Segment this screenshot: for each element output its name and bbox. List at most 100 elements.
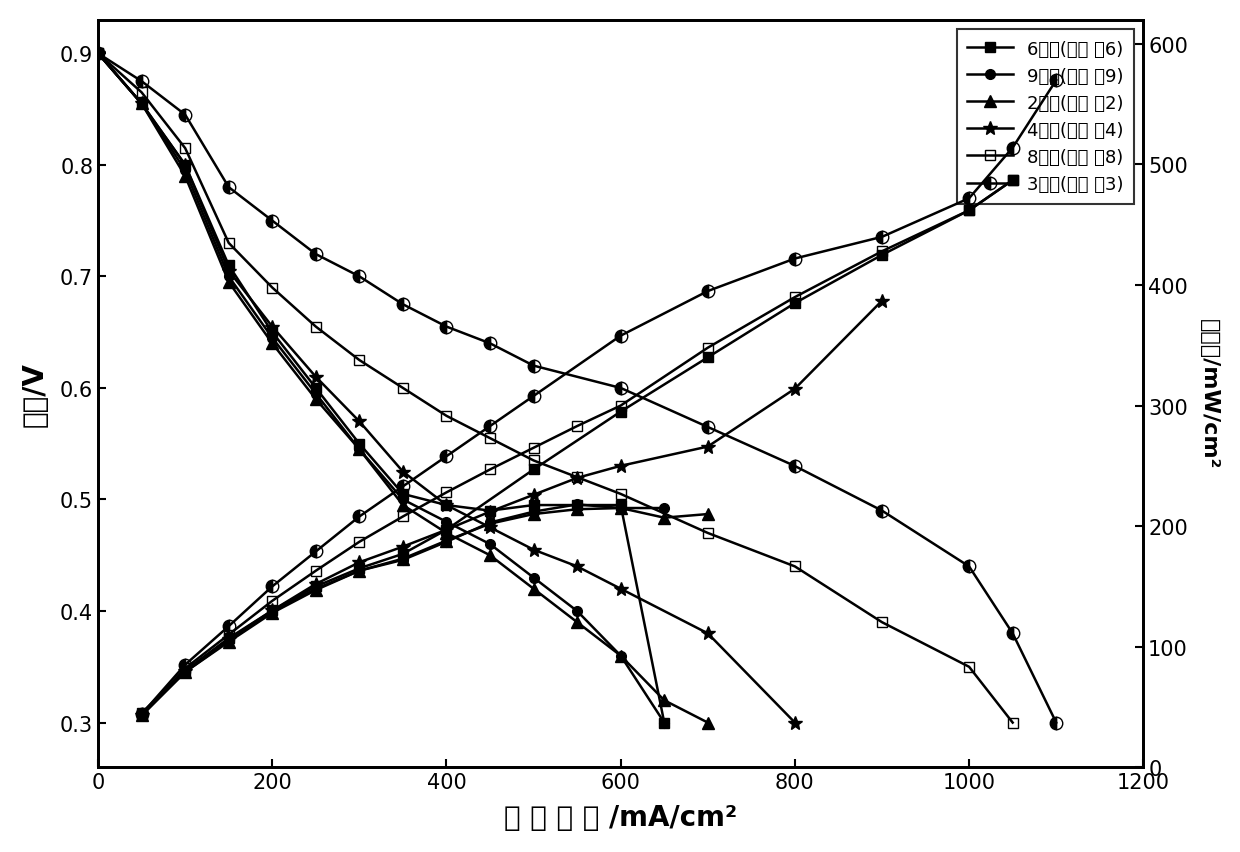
4号膜(实施 例4) [701, 629, 715, 639]
4号膜(实施 例4) [177, 160, 192, 170]
2号膜(实施 例2) [439, 528, 454, 538]
4号膜(实施 例4) [482, 522, 497, 532]
8号膜(实施 例8) [396, 383, 410, 394]
6号膜(实施 例6) [657, 717, 672, 728]
2号膜(实施 例2) [701, 717, 715, 728]
8号膜(实施 例8) [1006, 717, 1021, 728]
8号膜(实施 例8) [177, 144, 192, 154]
3号膜(实施 例3) [439, 322, 454, 332]
Line: 9号膜(实施 例9): 9号膜(实施 例9) [93, 49, 670, 728]
6号膜(实施 例6) [352, 439, 367, 449]
2号膜(实施 例2) [614, 651, 629, 661]
8号膜(实施 例8) [526, 456, 541, 466]
9号膜(实施 例9) [91, 49, 105, 60]
2号膜(实施 例2) [177, 172, 192, 182]
4号膜(实施 例4) [134, 100, 149, 110]
4号膜(实施 例4) [396, 467, 410, 477]
9号膜(实施 例9) [221, 272, 236, 282]
Line: 8号膜(实施 例8): 8号膜(实施 例8) [93, 49, 1018, 728]
3号膜(实施 例3) [221, 183, 236, 193]
3号膜(实施 例3) [701, 423, 715, 433]
2号膜(实施 例2) [526, 584, 541, 594]
3号膜(实施 例3) [265, 216, 280, 227]
9号膜(实施 例9) [526, 573, 541, 583]
8号膜(实施 例8) [569, 473, 584, 483]
Line: 3号膜(实施 例3): 3号膜(实施 例3) [92, 48, 1063, 729]
Y-axis label: 功密度/mW/cm²: 功密度/mW/cm² [1199, 319, 1219, 469]
2号膜(实施 例2) [309, 394, 324, 405]
4号膜(实施 例4) [787, 717, 802, 728]
6号膜(实施 例6) [177, 160, 192, 170]
8号膜(实施 例8) [701, 528, 715, 538]
Legend: 6号膜(实施 例6), 9号膜(实施 例9), 2号膜(实施 例2), 4号膜(实施 例4), 8号膜(实施 例8), 3号膜(实施 例3): 6号膜(实施 例6), 9号膜(实施 例9), 2号膜(实施 例2), 4号膜(… [956, 30, 1135, 204]
4号膜(实施 例4) [569, 561, 584, 572]
6号膜(实施 例6) [134, 100, 149, 110]
2号膜(实施 例2) [265, 339, 280, 349]
4号膜(实施 例4) [221, 267, 236, 277]
8号膜(实施 例8) [221, 239, 236, 249]
3号膜(实施 例3) [526, 361, 541, 371]
3号膜(实施 例3) [1049, 717, 1064, 728]
8号膜(实施 例8) [91, 49, 105, 60]
3号膜(实施 例3) [614, 383, 629, 394]
9号膜(实施 例9) [177, 166, 192, 176]
Line: 6号膜(实施 例6): 6号膜(实施 例6) [93, 49, 670, 728]
6号膜(实施 例6) [526, 500, 541, 510]
8号膜(实施 例8) [962, 662, 977, 672]
6号膜(实施 例6) [614, 500, 629, 510]
8号膜(实施 例8) [439, 412, 454, 422]
3号膜(实施 例3) [962, 561, 977, 572]
2号膜(实施 例2) [569, 618, 584, 628]
3号膜(实施 例3) [134, 77, 149, 87]
6号膜(实施 例6) [439, 500, 454, 510]
4号膜(实施 例4) [309, 372, 324, 383]
2号膜(实施 例2) [482, 550, 497, 561]
3号膜(实施 例3) [874, 506, 889, 516]
6号膜(实施 例6) [91, 49, 105, 60]
8号膜(实施 例8) [614, 489, 629, 499]
8号膜(实施 例8) [352, 355, 367, 366]
3号膜(实施 例3) [352, 272, 367, 282]
6号膜(实施 例6) [265, 328, 280, 338]
9号膜(实施 例9) [439, 517, 454, 527]
2号膜(实施 例2) [91, 49, 105, 60]
X-axis label: 电 流 密 度 /mA/cm²: 电 流 密 度 /mA/cm² [505, 803, 738, 832]
4号膜(实施 例4) [526, 545, 541, 556]
3号膜(实施 例3) [309, 250, 324, 260]
4号膜(实施 例4) [265, 322, 280, 332]
3号膜(实施 例3) [1006, 629, 1021, 639]
2号膜(实施 例2) [134, 100, 149, 110]
2号膜(实施 例2) [396, 500, 410, 510]
9号膜(实施 例9) [352, 445, 367, 455]
6号膜(实施 例6) [569, 500, 584, 510]
8号膜(实施 例8) [309, 322, 324, 332]
3号膜(实施 例3) [177, 111, 192, 121]
4号膜(实施 例4) [352, 417, 367, 427]
Line: 4号膜(实施 例4): 4号膜(实施 例4) [91, 48, 802, 729]
9号膜(实施 例9) [482, 539, 497, 550]
9号膜(实施 例9) [265, 333, 280, 343]
8号膜(实施 例8) [482, 434, 497, 444]
9号膜(实施 例9) [134, 100, 149, 110]
2号膜(实施 例2) [657, 695, 672, 705]
Line: 2号膜(实施 例2): 2号膜(实施 例2) [93, 49, 713, 728]
4号膜(实施 例4) [614, 584, 629, 594]
3号膜(实施 例3) [396, 300, 410, 310]
3号膜(实施 例3) [787, 462, 802, 472]
9号膜(实施 例9) [569, 607, 584, 617]
8号膜(实施 例8) [874, 618, 889, 628]
9号膜(实施 例9) [396, 495, 410, 505]
6号膜(实施 例6) [309, 383, 324, 394]
8号膜(实施 例8) [265, 283, 280, 293]
2号膜(实施 例2) [352, 445, 367, 455]
4号膜(实施 例4) [91, 49, 105, 60]
8号膜(实施 例8) [134, 88, 149, 98]
Y-axis label: 电压/V: 电压/V [21, 361, 48, 427]
9号膜(实施 例9) [614, 651, 629, 661]
4号膜(实施 例4) [439, 500, 454, 510]
2号膜(实施 例2) [221, 278, 236, 288]
6号膜(实施 例6) [396, 489, 410, 499]
3号膜(实施 例3) [91, 49, 105, 60]
9号膜(实施 例9) [657, 717, 672, 728]
6号膜(实施 例6) [482, 506, 497, 516]
